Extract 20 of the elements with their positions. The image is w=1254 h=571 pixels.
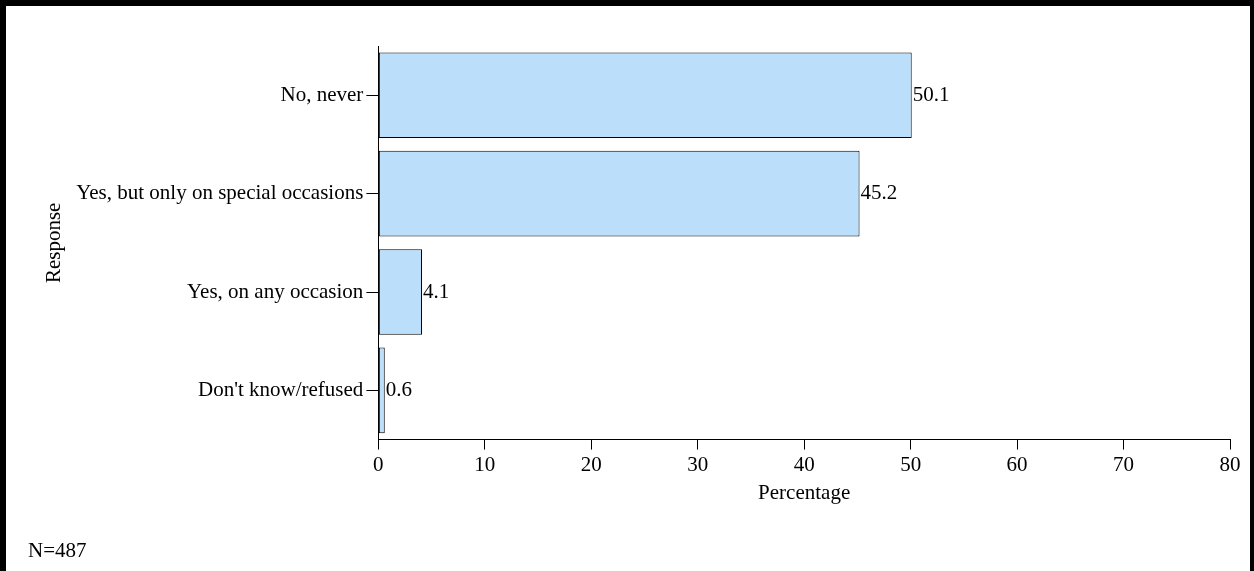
y-tick-label: No, never xyxy=(280,81,364,106)
x-tick-label: 10 xyxy=(474,451,496,476)
x-tick-label: 40 xyxy=(793,451,815,476)
x-tick-label: 30 xyxy=(687,451,709,476)
x-tick-label: 80 xyxy=(1219,451,1241,476)
x-tick-label: 0 xyxy=(373,451,384,476)
y-tick-label: Don't know/refused xyxy=(198,376,364,401)
y-tick-label: Yes, on any occasion xyxy=(187,278,364,303)
x-tick-label: 70 xyxy=(1113,451,1135,476)
x-axis-title: Percentage xyxy=(758,479,851,504)
data-label: 0.6 xyxy=(385,376,413,401)
y-tick-label: Yes, but only on special occasions xyxy=(76,180,364,205)
y-axis-title: Response xyxy=(41,202,66,284)
x-tick-label: 20 xyxy=(580,451,602,476)
data-label: 45.2 xyxy=(860,180,898,205)
data-label: 4.1 xyxy=(423,278,450,303)
x-tick-label: 60 xyxy=(1006,451,1028,476)
text: N=487 xyxy=(28,538,87,563)
data-label: 50.1 xyxy=(912,81,950,106)
x-tick-label: 50 xyxy=(900,451,922,476)
